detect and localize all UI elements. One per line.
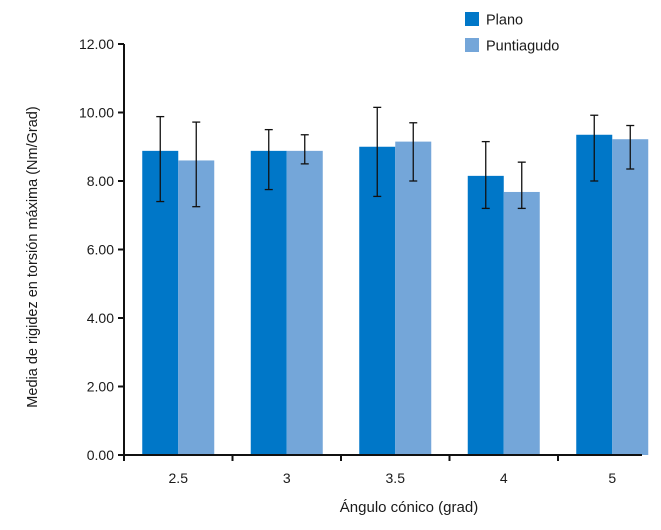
y-tick-label: 12.00 (79, 36, 114, 52)
x-tick-label: 2.5 (169, 470, 189, 486)
y-tick-label: 6.00 (87, 242, 114, 258)
x-axis-title: Ángulo cónico (grad) (340, 499, 478, 516)
bar-puntiagudo-3.5 (395, 141, 432, 456)
y-axis-title: Media de rigidez en torsión máxima (Nm/G… (25, 106, 41, 407)
bars-group (142, 134, 649, 456)
bar-plano-3 (250, 150, 287, 456)
x-tick-label: 5 (608, 470, 616, 486)
error-bar-puntiagudo-2.5 (192, 121, 201, 208)
error-bar-puntiagudo-4 (517, 161, 526, 210)
legend: Plano Puntiagudo (465, 12, 559, 55)
bar-plano-4 (467, 175, 504, 456)
bar-puntiagudo-5 (612, 139, 649, 455)
error-bar-plano-5 (590, 114, 599, 182)
legend-swatch (465, 38, 479, 52)
legend-swatch (465, 12, 479, 26)
error-bar-plano-2.5 (156, 115, 165, 203)
y-tick-label: 8.00 (87, 173, 114, 189)
bar-plano-5 (576, 134, 613, 455)
legend-item-puntiagudo: Puntiagudo (465, 38, 559, 55)
legend-item-plano: Plano (465, 12, 523, 29)
error-bar-plano-3.5 (373, 106, 382, 198)
bar-plano-3.5 (359, 146, 396, 455)
error-bar-puntiagudo-3.5 (409, 122, 418, 182)
legend-label: Plano (486, 13, 523, 29)
error-bars-group (156, 106, 635, 210)
error-bar-puntiagudo-5 (626, 124, 635, 170)
x-tick-label: 3 (283, 470, 291, 486)
bar-puntiagudo-4 (503, 191, 540, 455)
error-bar-plano-4 (481, 140, 490, 210)
legend-label: Puntiagudo (486, 39, 559, 55)
error-bar-plano-3 (264, 128, 273, 191)
y-tick-label: 0.00 (87, 447, 114, 463)
bar-puntiagudo-3 (286, 150, 323, 456)
x-tick-label: 3.5 (386, 470, 406, 486)
y-tick-label: 4.00 (87, 310, 114, 326)
x-tick-label: 4 (500, 470, 508, 486)
bar-puntiagudo-2.5 (178, 160, 215, 455)
ticks-group: 0.00 2.00 4.00 6.00 8.00 10.00 12.00 2.5 3 3.5 4 5 (79, 36, 616, 486)
error-bar-puntiagudo-3 (300, 134, 309, 165)
y-tick-label: 2.00 (87, 379, 114, 395)
y-tick-label: 10.00 (79, 105, 114, 121)
